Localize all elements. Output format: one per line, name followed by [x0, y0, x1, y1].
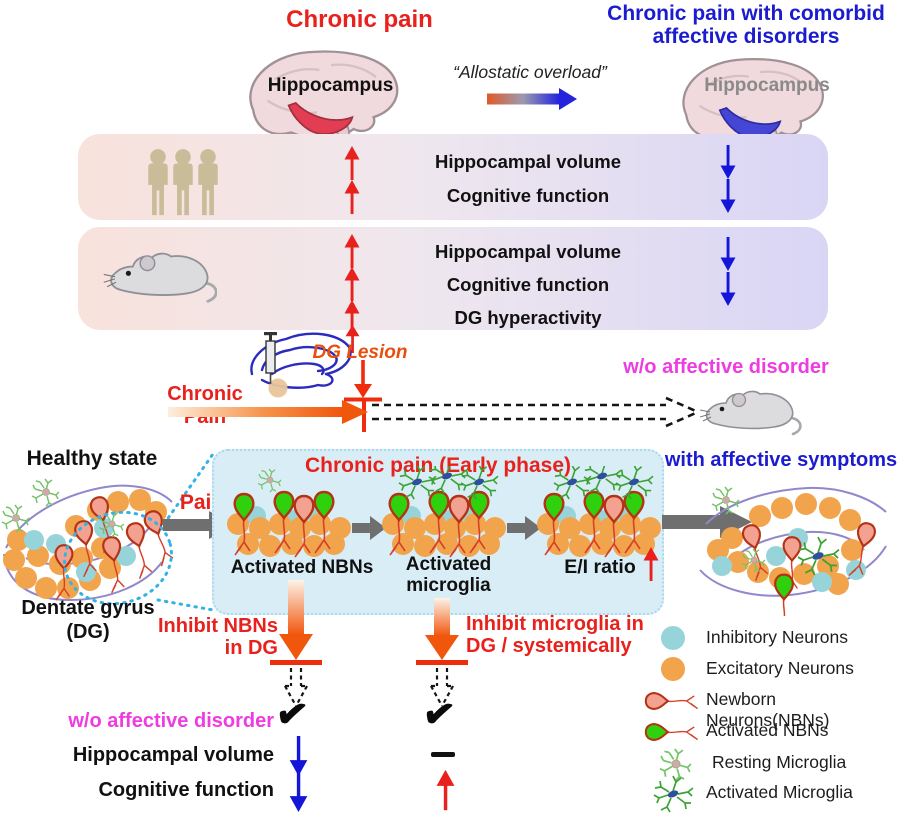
block-bar-icon [270, 660, 322, 665]
stage2-label: Activated microglia [386, 554, 511, 596]
healthy-dg-drawing-icon [1, 478, 188, 602]
rodent-band-row1: Hippocampal volume [434, 241, 622, 262]
down-arrow-blue-icon [720, 145, 736, 179]
inhibit-microglia-label: Inhibit microglia in DG / systemically [466, 613, 661, 657]
inhibit-nbn-line1: Inhibit NBNs [158, 615, 278, 637]
block-line-icon [362, 399, 366, 432]
stage2-line1: Activated [405, 554, 492, 575]
no-change-dash-icon [431, 752, 455, 757]
title-chronic-pain: Chronic pain [286, 6, 433, 33]
rodent-band-row3: DG hyperactivity [454, 307, 602, 328]
human-band-row2: Cognitive function [446, 185, 610, 206]
hippocampus-left-label: Hippocampus [267, 75, 394, 96]
dashed-arrow-down-icon [284, 668, 308, 707]
up-arrow-red-icon [436, 769, 455, 811]
legend-label-activated-nbn: Activated NBNs [706, 720, 829, 740]
gray-arrow-right-icon [507, 516, 541, 540]
down-arrow-blue-icon [720, 237, 736, 271]
inhibit-gradient-arrow-icon [279, 580, 313, 660]
mouse-icon [700, 390, 802, 436]
stage2-line2: microglia [406, 575, 491, 596]
up-arrow-red-icon [344, 234, 360, 268]
inhibit-microglia-line2: DG / systemically [466, 635, 632, 657]
outcome-row1-label: w/o affective disorder [68, 710, 274, 732]
down-arrow-blue-icon [720, 179, 736, 213]
healthy-state-label: Healthy state [26, 447, 158, 470]
wo-affective-disorder-label: w/o affective disorder [623, 356, 829, 378]
mouse-icon [102, 252, 217, 303]
hippocampus-dg-drawing-icon [250, 332, 352, 398]
dashed-arrow-right-icon [372, 396, 699, 428]
affective-dg-drawing-icon [699, 486, 887, 616]
down-arrow-blue-icon [720, 272, 736, 306]
legend-label-newborn: Newborn Neurons(NBNs) [706, 689, 830, 730]
injection-site-icon [268, 378, 288, 398]
legend-label-excitatory: Excitatory Neurons [706, 658, 854, 678]
early-phase-title: Chronic pain (Early phase) [304, 454, 572, 477]
allostatic-gradient-arrow-icon [487, 88, 577, 110]
gray-arrow-right-icon [352, 516, 386, 540]
checkmark-icon: ✔ [420, 691, 458, 739]
dentate-gyrus-label: Dentate gyrus [21, 597, 155, 619]
dashed-arrow-down-icon [430, 668, 454, 707]
up-arrow-red-icon [344, 146, 360, 180]
up-arrow-red-icon [643, 547, 659, 581]
block-bar-icon [416, 660, 468, 665]
legend-label-resting-microglia: Resting Microglia [712, 752, 847, 772]
title-comorbid-line2: affective disorders [652, 25, 840, 48]
title-comorbid-line1: Chronic pain with comorbid [607, 2, 885, 25]
newborn-neuron-icon [644, 687, 706, 715]
activated-microglia-cluster-icon [381, 466, 509, 568]
humans-icon [148, 149, 218, 216]
activated-nbn-icon [644, 718, 706, 746]
up-arrow-red-icon [344, 267, 360, 301]
chronic-pain-gradient-arrow-icon [168, 400, 368, 424]
outcome-row3-label: Cognitive function [98, 779, 274, 801]
inhibit-nbn-label: Inhibit NBNs in DG [118, 615, 278, 659]
with-affective-symptoms-label: with affective symptoms [664, 449, 898, 471]
down-arrow-blue-icon [289, 736, 308, 776]
activated-microglia-icon [653, 775, 694, 813]
dentate-gyrus-abbr-label: (DG) [66, 621, 110, 643]
legend-label-activated-microglia: Activated Microglia [706, 782, 853, 802]
syringe-icon [264, 332, 277, 384]
allostatic-overload-label: “Allostatic overload” [453, 62, 607, 82]
stage1-label: Activated NBNs [230, 557, 374, 578]
activated-nbn-cluster-icon [226, 468, 354, 568]
inhibit-nbn-line2: in DG [224, 637, 278, 659]
magnifier-dotted-outline-icon [63, 452, 215, 612]
legend-label-inhibitory: Inhibitory Neurons [706, 627, 849, 647]
inhibitory-neuron-icon [661, 626, 685, 650]
down-arrow-blue-icon [289, 772, 308, 812]
dg-lesion-label: DG Lesion [312, 342, 408, 363]
stage3-label: E/I ratio [564, 556, 636, 578]
outcome-row2-label: Hippocampal volume [72, 744, 274, 766]
hippocampus-right-label: Hippocampus [704, 75, 830, 96]
excitatory-neuron-icon [661, 657, 685, 681]
rodent-band-row2: Cognitive function [446, 274, 610, 295]
up-arrow-red-icon [345, 325, 360, 353]
human-band-row1: Hippocampal volume [434, 151, 622, 172]
up-arrow-red-icon [344, 180, 360, 214]
inhibit-microglia-line1: Inhibit microglia in [466, 613, 644, 635]
inhibit-gradient-arrow-icon [425, 598, 459, 660]
title-comorbid: Chronic pain with comorbid affective dis… [596, 2, 896, 48]
checkmark-icon: ✔ [273, 691, 311, 739]
